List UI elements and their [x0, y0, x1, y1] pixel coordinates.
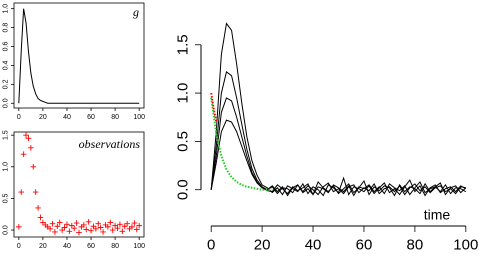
observation-point: [105, 224, 111, 230]
observation-point: [54, 223, 61, 230]
data-line: [210, 97, 467, 197]
observation-point: [95, 220, 102, 227]
x-tick-label: 100: [133, 243, 145, 250]
x-tick-label: 80: [111, 114, 119, 121]
x-tick-label: 0: [207, 236, 215, 253]
observation-point: [71, 225, 77, 231]
data-line: [210, 119, 466, 196]
observation-point: [40, 219, 46, 226]
observation-point: [68, 222, 75, 229]
y-tick-label: 1.5: [175, 34, 192, 55]
observation-point: [88, 227, 94, 234]
y-tick-label: 0.4: [3, 60, 10, 70]
x-tick-label: 0: [17, 243, 21, 250]
observation-point: [107, 219, 114, 226]
observation-point: [18, 189, 25, 195]
y-tick-label: 0.0: [3, 225, 10, 235]
observation-point: [66, 228, 73, 235]
x-tick-label: 20: [39, 114, 47, 121]
y-tick-label: 1.0: [3, 4, 10, 14]
x-tick-label: 20: [254, 236, 271, 253]
x-axis-label: time: [424, 207, 451, 223]
y-tick-label: 0.6: [3, 42, 10, 52]
y-tick-label: 1.5: [3, 130, 10, 140]
observation-point: [35, 205, 41, 211]
observation-point: [30, 163, 37, 170]
panel-title: g: [133, 5, 139, 19]
observation-point: [119, 228, 126, 235]
y-tick-label: 0.8: [3, 23, 10, 33]
observation-point: [37, 214, 44, 221]
plot-frame: [13, 131, 145, 238]
data-line: [210, 22, 467, 197]
x-tick-label: 100: [453, 236, 478, 253]
observation-point: [100, 229, 106, 235]
observation-point: [97, 224, 104, 231]
y-tick-label: 0.5: [3, 193, 10, 203]
observation-point: [52, 229, 58, 235]
x-tick-label: 60: [356, 236, 373, 253]
x-tick-label: 60: [87, 114, 95, 121]
x-tick-label: 40: [63, 114, 71, 121]
y-tick-label: 0.0: [175, 179, 192, 200]
x-tick-label: 60: [87, 243, 95, 250]
panel-title: observations: [79, 137, 141, 151]
observation-point: [47, 225, 53, 232]
reference-line: [210, 97, 273, 191]
y-tick-label: 1.0: [3, 162, 10, 172]
observation-point: [23, 132, 29, 138]
x-tick-label: 0: [17, 114, 21, 121]
observation-point: [131, 220, 138, 226]
observation-point: [61, 224, 68, 231]
observation-point: [133, 226, 140, 233]
x-tick-label: 20: [39, 243, 47, 250]
x-tick-label: 40: [305, 236, 322, 253]
x-tick-label: 40: [63, 243, 71, 250]
x-tick-label: 80: [111, 243, 119, 250]
y-tick-label: 0.2: [3, 79, 10, 89]
observation-point: [83, 226, 90, 233]
observation-point: [32, 189, 39, 195]
observation-point: [49, 220, 56, 227]
observation-point: [81, 222, 87, 228]
observation-point: [109, 227, 116, 233]
observation-point: [93, 225, 99, 232]
observation-point: [73, 220, 80, 226]
observation-point: [112, 222, 118, 229]
y-tick-label: 0.0: [3, 98, 10, 108]
data-line: [210, 70, 467, 197]
x-tick-label: 100: [133, 114, 145, 121]
observation-point: [20, 151, 27, 157]
observation-point: [114, 225, 121, 231]
observation-point: [90, 223, 97, 230]
x-tick-label: 80: [407, 236, 424, 253]
observation-point: [25, 135, 32, 142]
observation-point: [64, 221, 70, 228]
observation-point: [76, 229, 82, 236]
observation-point: [136, 222, 142, 229]
observation-point: [85, 219, 92, 225]
observation-point: [121, 223, 128, 230]
y-tick-label: 1.0: [175, 83, 192, 104]
data-line: [18, 8, 140, 104]
observation-point: [16, 224, 22, 230]
observation-point: [129, 224, 135, 230]
observation-point: [59, 227, 65, 233]
observation-point: [56, 219, 63, 226]
observation-point: [124, 220, 130, 227]
y-tick-label: 0.5: [175, 131, 192, 152]
plot-frame: [13, 2, 145, 109]
reference-line: [210, 92, 218, 123]
observation-point: [117, 221, 123, 228]
observation-point: [28, 145, 34, 151]
